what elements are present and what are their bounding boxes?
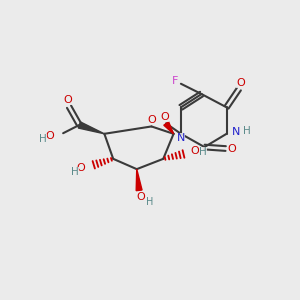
Text: H: H (39, 134, 47, 143)
Text: O: O (160, 112, 169, 122)
Text: O: O (136, 192, 145, 202)
Text: O: O (190, 146, 200, 156)
Text: N: N (232, 127, 240, 137)
Polygon shape (164, 122, 174, 134)
Text: O: O (228, 143, 236, 154)
Text: O: O (236, 78, 245, 88)
Polygon shape (136, 169, 142, 191)
Text: O: O (148, 115, 156, 125)
Text: O: O (63, 95, 72, 105)
Text: H: H (146, 196, 153, 206)
Text: O: O (45, 130, 54, 141)
Text: H: H (71, 167, 79, 177)
Text: N: N (177, 133, 185, 143)
Text: F: F (172, 76, 178, 86)
Text: O: O (77, 163, 85, 173)
Polygon shape (78, 122, 104, 134)
Text: H: H (200, 147, 207, 157)
Text: H: H (243, 126, 250, 136)
